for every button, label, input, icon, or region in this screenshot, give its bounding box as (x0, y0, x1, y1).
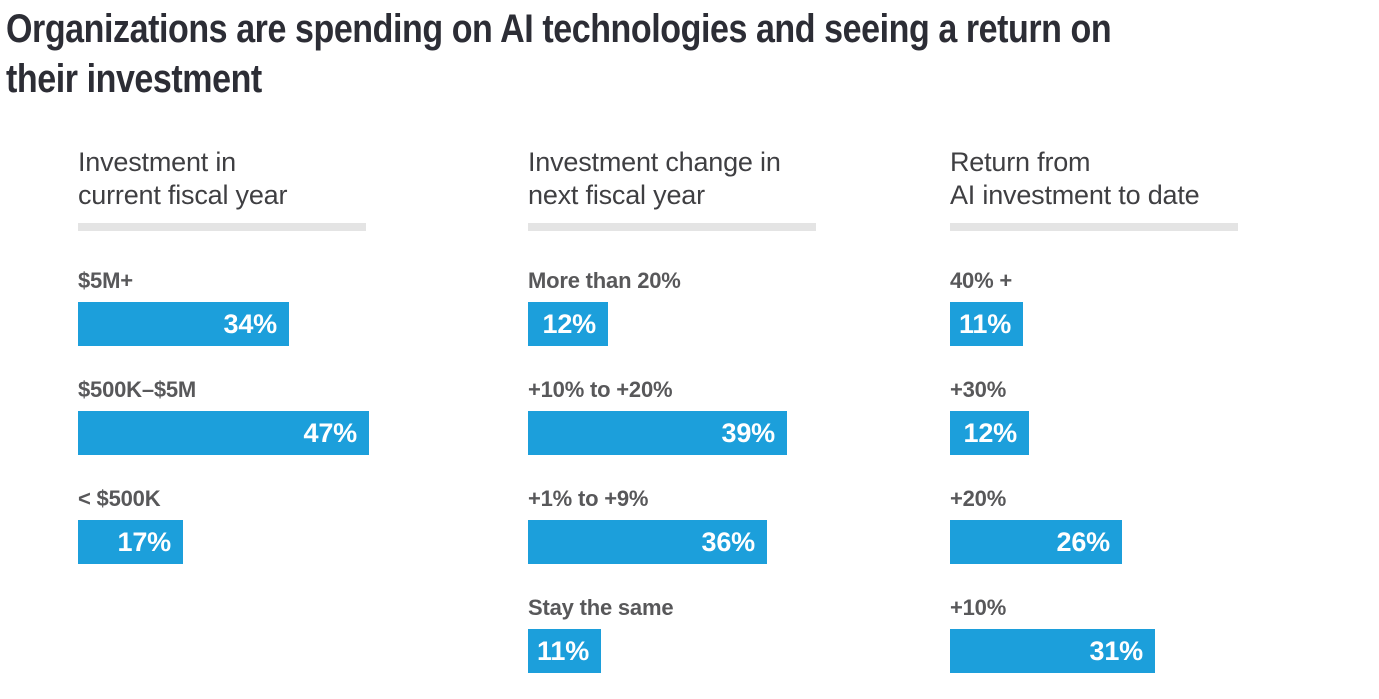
group-heading: Investment in current fiscal year (78, 147, 288, 210)
bar-value-label: 39% (721, 417, 776, 448)
bar-row: Stay the same 11% (528, 594, 828, 673)
value-bar: 11% (528, 629, 601, 673)
group-heading: Investment change in next fiscal year (528, 147, 781, 210)
bar-row: 40% + 11% (950, 267, 1250, 346)
bar-row: $500K–$5M 47% (78, 376, 378, 455)
bar-value-label: 17% (117, 526, 172, 557)
chart-group-next-fiscal-year: Investment change in next fiscal year Mo… (528, 146, 828, 699)
category-label: +30% (950, 377, 1007, 402)
bar-value-label: 47% (303, 417, 358, 448)
value-bar: 34% (78, 302, 289, 346)
bar-row: < $500K 17% (78, 485, 378, 564)
category-label: 40% + (950, 268, 1012, 293)
bar-rows: More than 20% 12% +10% to +20% 39% +1% t… (528, 267, 828, 673)
bar-rows: 40% + 11% +30% 12% +20% 26% +10% 31% (950, 267, 1250, 673)
value-bar: 31% (950, 629, 1155, 673)
group-heading: Return from AI investment to date (950, 147, 1200, 210)
value-bar: 26% (950, 520, 1122, 564)
value-bar: 11% (950, 302, 1023, 346)
value-bar: 12% (950, 411, 1029, 455)
bar-value-label: 31% (1089, 635, 1144, 666)
heading-underline (528, 223, 816, 231)
bar-row: More than 20% 12% (528, 267, 828, 346)
value-bar: 39% (528, 411, 787, 455)
bar-value-label: 26% (1056, 526, 1111, 557)
bar-value-label: 12% (963, 417, 1018, 448)
bar-row: +30% 12% (950, 376, 1250, 455)
bar-row: $5M+ 34% (78, 267, 378, 346)
bar-value-label: 34% (223, 308, 278, 339)
bar-row: +10% to +20% 39% (528, 376, 828, 455)
chart-group-return-to-date: Return from AI investment to date 40% + … (950, 146, 1250, 699)
bar-rows: $5M+ 34% $500K–$5M 47% < $500K 17% (78, 267, 378, 564)
value-bar: 36% (528, 520, 767, 564)
category-label: +1% to +9% (528, 486, 649, 511)
chart-group-current-fiscal-year: Investment in current fiscal year $5M+ 3… (78, 146, 378, 594)
bar-value-label: 36% (701, 526, 756, 557)
heading-underline (950, 223, 1238, 231)
category-label: < $500K (78, 486, 161, 511)
category-label: $5M+ (78, 268, 133, 293)
bar-row: +20% 26% (950, 485, 1250, 564)
bar-value-label: 11% (537, 635, 589, 666)
bar-row: +10% 31% (950, 594, 1250, 673)
value-bar: 47% (78, 411, 369, 455)
bar-value-label: 12% (542, 308, 597, 339)
bar-row: +1% to +9% 36% (528, 485, 828, 564)
heading-underline (78, 223, 366, 231)
category-label: +20% (950, 486, 1007, 511)
category-label: +10% (950, 595, 1007, 620)
category-label: Stay the same (528, 595, 674, 620)
value-bar: 17% (78, 520, 183, 564)
category-label: +10% to +20% (528, 377, 673, 402)
bar-value-label: 11% (959, 308, 1011, 339)
category-label: $500K–$5M (78, 377, 197, 402)
value-bar: 12% (528, 302, 608, 346)
page-title: Organizations are spending on AI technol… (6, 7, 1112, 101)
category-label: More than 20% (528, 268, 681, 293)
